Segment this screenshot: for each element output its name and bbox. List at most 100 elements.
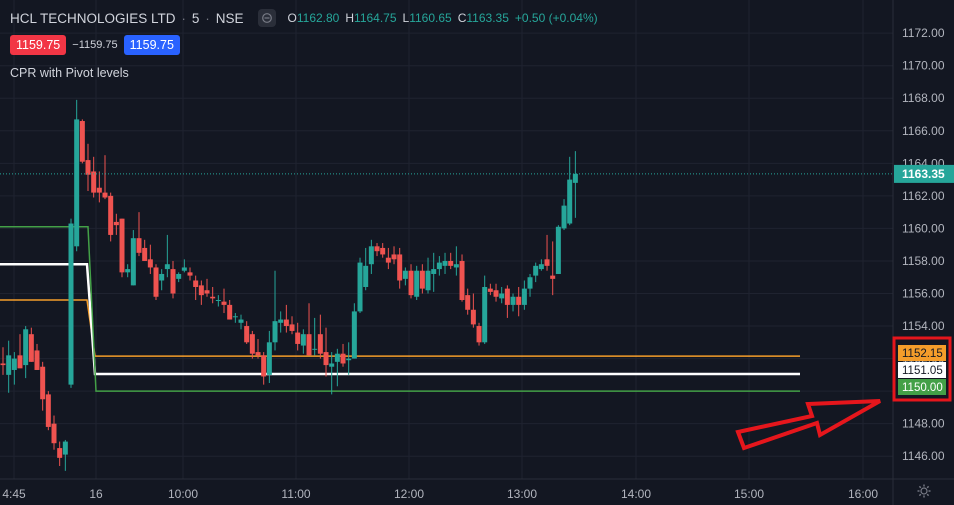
buy-button[interactable]: 1159.75 <box>123 35 180 55</box>
candle-body <box>255 352 261 356</box>
candle-body <box>476 326 482 343</box>
high-label: H <box>345 11 355 25</box>
candle-body <box>448 260 454 266</box>
candle-body <box>527 277 533 289</box>
open-value: 1162.80 <box>296 11 340 25</box>
candle-body <box>198 285 204 296</box>
low-value: 1160.65 <box>409 11 452 25</box>
candle-body <box>215 300 221 302</box>
candle-body <box>51 423 57 444</box>
candle-body <box>425 270 431 291</box>
candle-body <box>465 295 471 310</box>
x-axis-tick-label: 11:00 <box>281 487 310 501</box>
candle-body <box>6 355 12 375</box>
candle-body <box>34 350 40 370</box>
candle-body <box>510 296 516 305</box>
last-price-label: 1163.35 <box>902 167 945 181</box>
candle-body <box>521 288 527 305</box>
candle-body <box>363 265 369 287</box>
candle-body <box>79 121 85 162</box>
y-axis-tick-label: 1170.00 <box>902 59 945 73</box>
candle-body <box>147 259 153 268</box>
interval-label[interactable]: 5 <box>191 10 200 26</box>
candle-body <box>221 301 227 305</box>
candle-body <box>227 304 233 320</box>
y-axis-tick-label: 1156.00 <box>902 287 945 301</box>
separator-dot: · <box>181 10 186 26</box>
candle-body <box>397 254 403 281</box>
x-axis-tick-label: 16:00 <box>848 487 878 501</box>
candle-body <box>176 273 182 279</box>
candle-body <box>380 247 386 255</box>
y-axis-tick-label: 1154.00 <box>902 319 945 333</box>
candle-body <box>119 218 125 273</box>
close-label: C <box>457 11 467 25</box>
x-axis-tick-label: 4:45 <box>2 487 26 501</box>
x-axis-tick-label: 13:00 <box>507 487 537 501</box>
candle-body <box>300 334 306 346</box>
candle-body <box>232 316 238 318</box>
candle-body <box>181 267 187 271</box>
candle-body <box>210 296 216 299</box>
candle-body <box>170 269 176 294</box>
indicator-label[interactable]: CPR with Pivot levels <box>10 66 129 80</box>
candle-body <box>272 321 278 343</box>
gear-icon[interactable] <box>915 482 933 500</box>
candle-body <box>317 334 323 354</box>
candle-body <box>561 205 567 229</box>
candle-body <box>312 348 318 350</box>
high-value: 1164.75 <box>354 11 397 25</box>
candle-body <box>550 275 556 279</box>
candle-body <box>40 366 46 400</box>
candle-body <box>357 262 363 312</box>
candle-body <box>108 195 114 235</box>
open-label: O <box>287 11 297 25</box>
y-axis-tick-label: 1148.00 <box>902 417 945 431</box>
candle-body <box>113 221 119 226</box>
candle-body <box>385 257 391 263</box>
symbol-name[interactable]: HCL TECHNOLOGIES LTD <box>10 10 176 26</box>
candle-body <box>368 246 374 265</box>
candle-body <box>453 264 459 268</box>
candle-body <box>555 226 561 274</box>
candle-body <box>85 160 91 175</box>
candle-body <box>261 355 267 377</box>
separator-dot: · <box>205 10 210 26</box>
candle-body <box>487 288 493 292</box>
close-value: 1163.35 <box>466 11 509 25</box>
level-price-tag <box>898 379 946 395</box>
eye-icon[interactable] <box>257 9 276 27</box>
candle-body <box>28 334 34 362</box>
y-axis-tick-label: 1146.00 <box>902 449 945 463</box>
candle-body <box>159 273 165 281</box>
low-label: L <box>402 11 410 25</box>
exchange-label: NSE <box>215 10 244 26</box>
candle-body <box>516 296 522 305</box>
level-price-label: 1152.15 <box>902 348 943 360</box>
candle-body <box>504 288 510 305</box>
x-axis-tick-label: 10:00 <box>168 487 198 501</box>
candle-body <box>306 334 312 356</box>
level-price-tag <box>898 362 946 378</box>
last-price-tag <box>894 164 954 183</box>
candle-body <box>499 293 505 299</box>
candle-body <box>391 254 397 260</box>
sell-button[interactable]: 1159.75 <box>10 35 67 55</box>
candle-body <box>136 238 142 253</box>
candle-body <box>23 329 29 366</box>
y-axis-tick-label: 1172.00 <box>902 26 945 40</box>
candle-body <box>346 358 352 361</box>
candle-body <box>164 264 170 270</box>
candle-body <box>351 311 357 359</box>
candle-body <box>45 394 51 427</box>
candle-body <box>130 238 136 286</box>
candle-body <box>482 286 488 343</box>
candle-body <box>244 326 250 343</box>
candle-body <box>91 171 97 193</box>
ohlc-values: O 1162.80 H 1164.75 L 1160.65 C 1163.35 +0.5… <box>288 11 598 25</box>
candle-body <box>323 352 329 366</box>
candle-body <box>340 353 346 364</box>
candle-body <box>266 342 272 375</box>
candle-body <box>419 270 425 289</box>
